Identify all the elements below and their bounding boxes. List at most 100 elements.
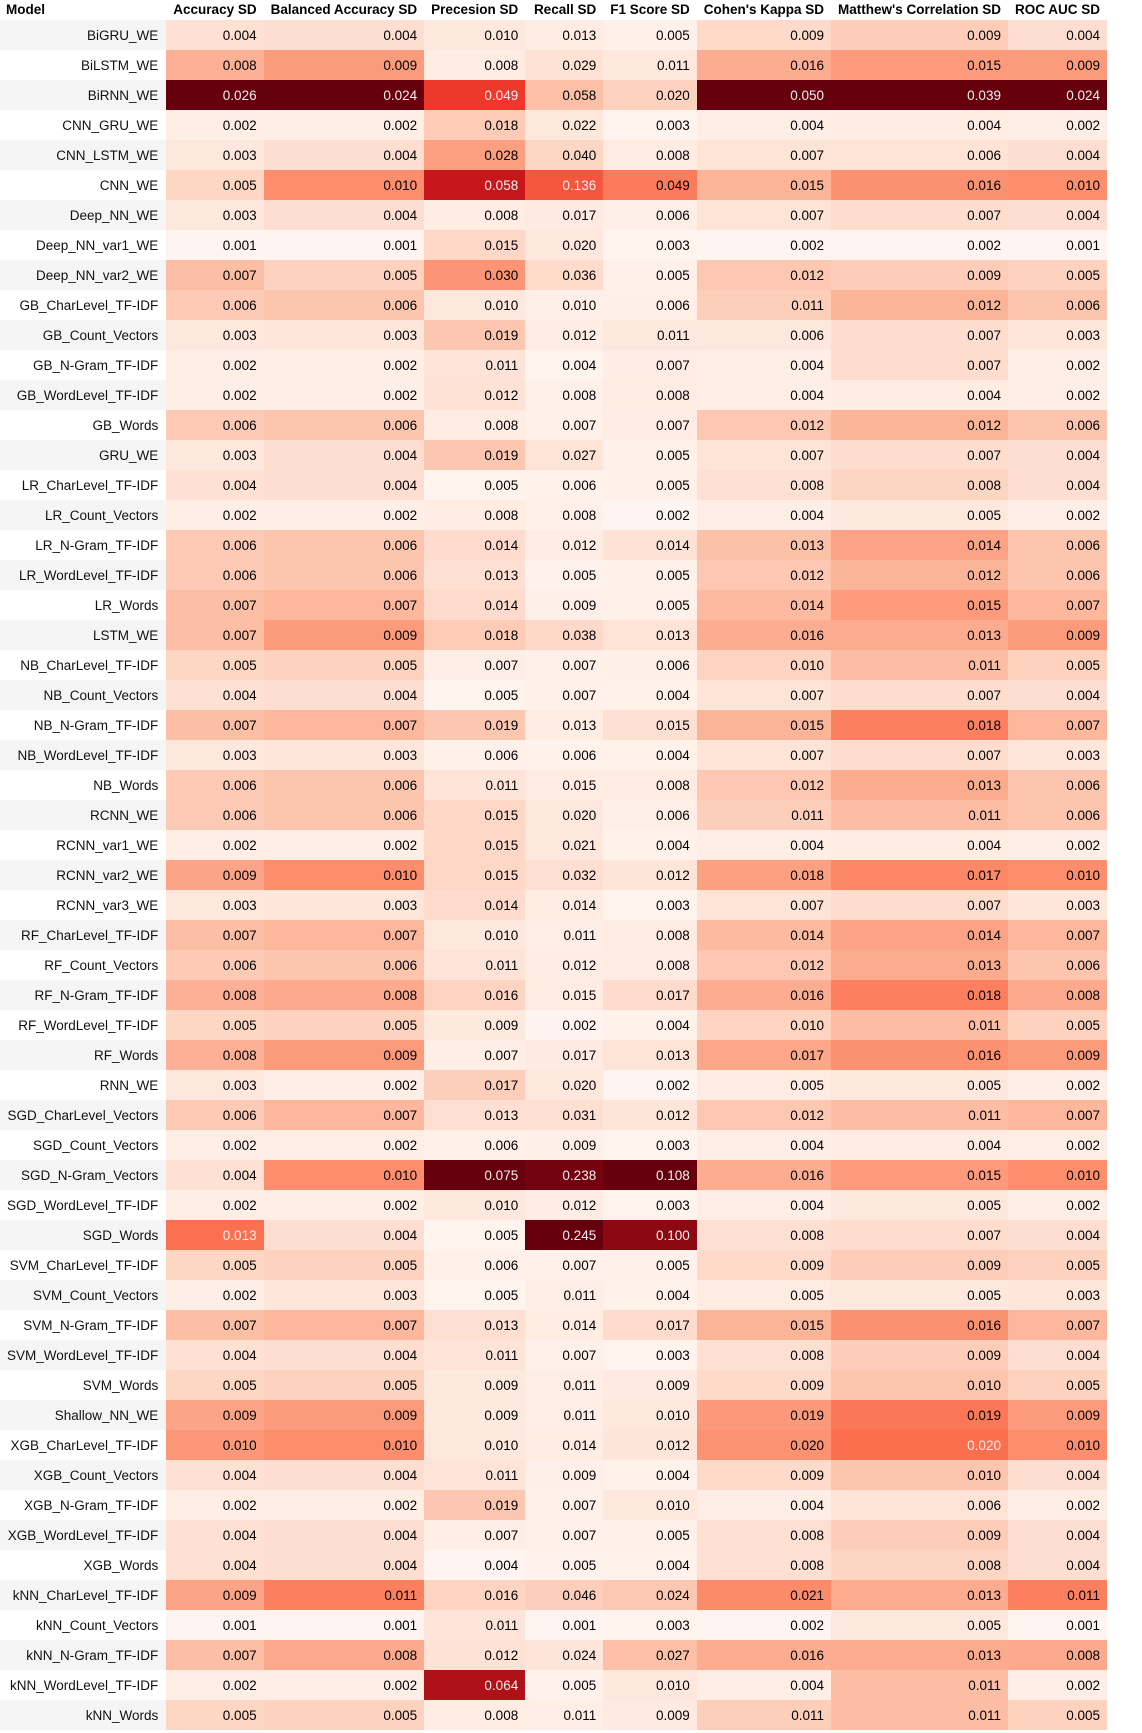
heat-cell-recall-sd: 0.040 xyxy=(525,140,604,170)
heat-cell-recall-sd: 0.007 xyxy=(525,680,604,710)
heat-cell-accuracy-sd: 0.004 xyxy=(166,1340,264,1370)
heat-cell-precesion-sd: 0.058 xyxy=(424,170,526,200)
table-row: SVM_CharLevel_TF-IDF 0.005 0.005 0.006 0.007… xyxy=(0,1250,1107,1280)
heat-cell-accuracy-sd: 0.007 xyxy=(166,260,264,290)
heat-cell-precesion-sd: 0.009 xyxy=(424,1370,526,1400)
heat-cell-f1-score-sd: 0.010 xyxy=(603,1400,697,1430)
heat-cell-accuracy-sd: 0.004 xyxy=(166,1160,264,1190)
model-name-cell: SGD_Count_Vectors xyxy=(0,1130,167,1160)
heat-cell-f1-score-sd: 0.005 xyxy=(603,1520,697,1550)
heat-cell-f1-score-sd: 0.004 xyxy=(603,1460,697,1490)
heat-cell-roc-auc-sd: 0.007 xyxy=(1007,1310,1107,1340)
heat-cell-balanced-accuracy-sd: 0.002 xyxy=(263,500,425,530)
heat-cell-recall-sd: 0.007 xyxy=(525,1490,604,1520)
table-row: kNN_Count_Vectors 0.001 0.001 0.011 0.001 0.0… xyxy=(0,1610,1107,1640)
heat-cell-f1-score-sd: 0.004 xyxy=(603,1010,697,1040)
heat-cell-recall-sd: 0.008 xyxy=(525,500,604,530)
heat-cell-balanced-accuracy-sd: 0.008 xyxy=(263,1640,425,1670)
heat-cell-balanced-accuracy-sd: 0.004 xyxy=(263,1220,425,1250)
heat-cell-accuracy-sd: 0.006 xyxy=(166,530,264,560)
heat-cell-roc-auc-sd: 0.001 xyxy=(1007,230,1107,260)
heat-cell-f1-score-sd: 0.005 xyxy=(603,20,697,50)
heat-cell-f1-score-sd: 0.011 xyxy=(603,50,697,80)
heat-cell-accuracy-sd: 0.006 xyxy=(166,410,264,440)
table-row: SGD_N-Gram_Vectors 0.004 0.010 0.075 0.238 0.… xyxy=(0,1160,1107,1190)
heat-cell-f1-score-sd: 0.100 xyxy=(603,1220,697,1250)
heat-cell-matthew-s-correlation-sd: 0.005 xyxy=(830,1070,1008,1100)
heat-cell-matthew-s-correlation-sd: 0.006 xyxy=(830,140,1008,170)
heat-cell-precesion-sd: 0.011 xyxy=(424,950,526,980)
heat-cell-f1-score-sd: 0.003 xyxy=(603,230,697,260)
model-name-cell: kNN_Words xyxy=(0,1700,167,1730)
heat-cell-precesion-sd: 0.018 xyxy=(424,110,526,140)
heat-cell-recall-sd: 0.015 xyxy=(525,770,604,800)
heat-cell-f1-score-sd: 0.012 xyxy=(603,1100,697,1130)
model-name-cell: RCNN_var2_WE xyxy=(0,860,167,890)
heat-cell-accuracy-sd: 0.007 xyxy=(166,710,264,740)
heat-cell-roc-auc-sd: 0.003 xyxy=(1007,320,1107,350)
model-name-cell: GB_Words xyxy=(0,410,167,440)
table-row: GB_CharLevel_TF-IDF 0.006 0.006 0.010 0.010 0… xyxy=(0,290,1107,320)
model-name-cell: SGD_WordLevel_TF-IDF xyxy=(0,1190,167,1220)
table-row: GB_Words 0.006 0.006 0.008 0.007 0.007 0.012 0.… xyxy=(0,410,1107,440)
heat-cell-accuracy-sd: 0.003 xyxy=(166,890,264,920)
table-row: BiGRU_WE 0.004 0.004 0.010 0.013 0.005 0.009 0.… xyxy=(0,20,1107,50)
table-row: SVM_Words 0.005 0.005 0.009 0.011 0.009 0.009 0… xyxy=(0,1370,1107,1400)
heat-cell-f1-score-sd: 0.002 xyxy=(603,500,697,530)
heat-cell-precesion-sd: 0.013 xyxy=(424,560,526,590)
heat-cell-balanced-accuracy-sd: 0.007 xyxy=(263,710,425,740)
heat-cell-precesion-sd: 0.015 xyxy=(424,830,526,860)
heat-cell-roc-auc-sd: 0.006 xyxy=(1007,530,1107,560)
heat-cell-cohen-s-kappa-sd: 0.021 xyxy=(696,1580,831,1610)
heat-cell-accuracy-sd: 0.008 xyxy=(166,50,264,80)
heat-cell-roc-auc-sd: 0.004 xyxy=(1007,200,1107,230)
column-header-model: Model xyxy=(0,0,167,20)
table-row: kNN_N-Gram_TF-IDF 0.007 0.008 0.012 0.024 0.0… xyxy=(0,1640,1107,1670)
model-name-cell: NB_Words xyxy=(0,770,167,800)
heat-cell-recall-sd: 0.009 xyxy=(525,1460,604,1490)
heat-cell-f1-score-sd: 0.006 xyxy=(603,800,697,830)
heat-cell-balanced-accuracy-sd: 0.003 xyxy=(263,740,425,770)
heat-cell-cohen-s-kappa-sd: 0.006 xyxy=(696,320,831,350)
heat-cell-roc-auc-sd: 0.002 xyxy=(1007,110,1107,140)
heat-cell-precesion-sd: 0.011 xyxy=(424,1610,526,1640)
model-name-cell: SGD_N-Gram_Vectors xyxy=(0,1160,167,1190)
heat-cell-balanced-accuracy-sd: 0.002 xyxy=(263,1070,425,1100)
heat-cell-f1-score-sd: 0.004 xyxy=(603,1550,697,1580)
table-row: kNN_WordLevel_TF-IDF 0.002 0.002 0.064 0.005… xyxy=(0,1670,1107,1700)
column-header-f1-score-sd: F1 Score SD xyxy=(603,0,697,20)
table-row: RF_N-Gram_TF-IDF 0.008 0.008 0.016 0.015 0.01… xyxy=(0,980,1107,1010)
heat-cell-cohen-s-kappa-sd: 0.004 xyxy=(696,380,831,410)
heat-cell-accuracy-sd: 0.007 xyxy=(166,920,264,950)
model-name-cell: kNN_CharLevel_TF-IDF xyxy=(0,1580,167,1610)
heat-cell-matthew-s-correlation-sd: 0.039 xyxy=(830,80,1008,110)
model-name-cell: GB_Count_Vectors xyxy=(0,320,167,350)
heat-cell-balanced-accuracy-sd: 0.002 xyxy=(263,350,425,380)
heat-cell-accuracy-sd: 0.005 xyxy=(166,1370,264,1400)
table-row: CNN_WE 0.005 0.010 0.058 0.136 0.049 0.015 0.01… xyxy=(0,170,1107,200)
heat-cell-matthew-s-correlation-sd: 0.015 xyxy=(830,590,1008,620)
heat-cell-matthew-s-correlation-sd: 0.014 xyxy=(830,530,1008,560)
heat-cell-matthew-s-correlation-sd: 0.006 xyxy=(830,1490,1008,1520)
heat-cell-roc-auc-sd: 0.001 xyxy=(1007,1610,1107,1640)
heat-cell-f1-score-sd: 0.005 xyxy=(603,260,697,290)
table-row: XGB_Count_Vectors 0.004 0.004 0.011 0.009 0.0… xyxy=(0,1460,1107,1490)
heat-cell-recall-sd: 0.032 xyxy=(525,860,604,890)
heat-cell-precesion-sd: 0.014 xyxy=(424,890,526,920)
heat-cell-balanced-accuracy-sd: 0.004 xyxy=(263,1520,425,1550)
heat-cell-roc-auc-sd: 0.006 xyxy=(1007,290,1107,320)
heat-cell-f1-score-sd: 0.014 xyxy=(603,530,697,560)
heat-cell-roc-auc-sd: 0.006 xyxy=(1007,410,1107,440)
table-row: NB_Words 0.006 0.006 0.011 0.015 0.008 0.012 0.… xyxy=(0,770,1107,800)
heat-cell-matthew-s-correlation-sd: 0.009 xyxy=(830,1250,1008,1280)
heat-cell-precesion-sd: 0.013 xyxy=(424,1100,526,1130)
heat-cell-accuracy-sd: 0.002 xyxy=(166,1670,264,1700)
heat-cell-cohen-s-kappa-sd: 0.008 xyxy=(696,1220,831,1250)
heat-cell-recall-sd: 0.007 xyxy=(525,1520,604,1550)
heat-cell-cohen-s-kappa-sd: 0.005 xyxy=(696,1070,831,1100)
model-name-cell: Deep_NN_WE xyxy=(0,200,167,230)
heat-cell-precesion-sd: 0.019 xyxy=(424,320,526,350)
heat-cell-recall-sd: 0.008 xyxy=(525,380,604,410)
heat-cell-cohen-s-kappa-sd: 0.009 xyxy=(696,20,831,50)
table-row: kNN_Words 0.005 0.005 0.008 0.011 0.009 0.011 0… xyxy=(0,1700,1107,1730)
